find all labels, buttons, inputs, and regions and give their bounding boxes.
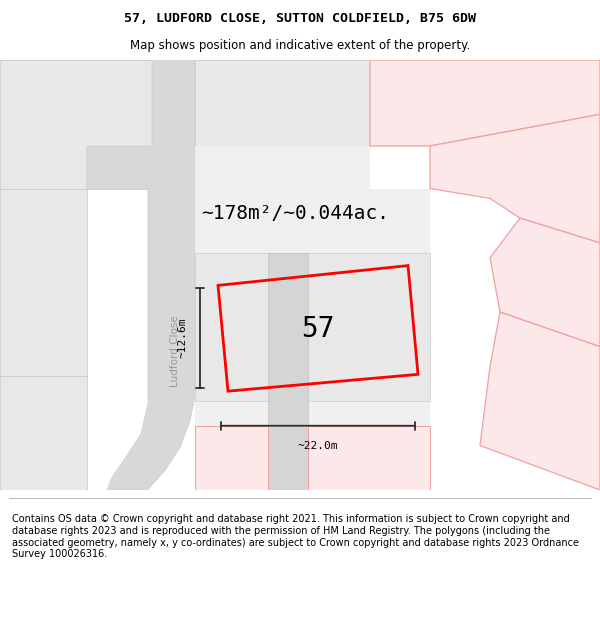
Text: ~12.6m: ~12.6m [178,318,188,358]
Text: Map shows position and indicative extent of the property.: Map shows position and indicative extent… [130,39,470,51]
Polygon shape [0,60,270,189]
Text: Ludford Close: Ludford Close [170,316,180,388]
Polygon shape [195,146,430,490]
Text: 57, LUDFORD CLOSE, SUTTON COLDFIELD, B75 6DW: 57, LUDFORD CLOSE, SUTTON COLDFIELD, B75… [124,11,476,24]
Polygon shape [87,60,195,490]
Polygon shape [370,60,600,146]
Polygon shape [480,312,600,490]
Polygon shape [0,376,87,490]
Polygon shape [195,426,268,490]
Polygon shape [195,60,370,146]
Text: 57: 57 [301,315,335,343]
Text: Contains OS data © Crown copyright and database right 2021. This information is : Contains OS data © Crown copyright and d… [12,514,579,559]
Text: ~178m²/~0.044ac.: ~178m²/~0.044ac. [201,204,389,222]
Polygon shape [195,253,430,401]
Polygon shape [430,114,600,243]
Polygon shape [268,253,308,490]
Polygon shape [0,189,87,376]
Polygon shape [308,426,430,490]
Text: ~22.0m: ~22.0m [298,441,338,451]
Polygon shape [490,218,600,347]
